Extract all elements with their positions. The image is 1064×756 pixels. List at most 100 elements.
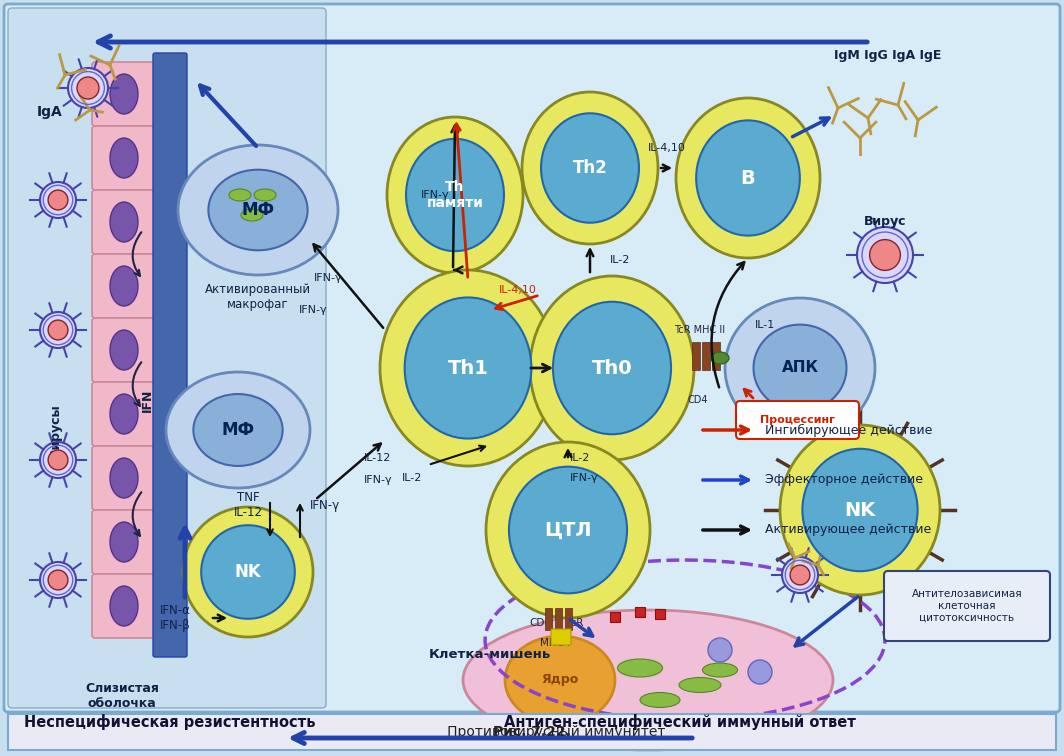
Text: NK: NK (235, 563, 262, 581)
FancyBboxPatch shape (692, 342, 700, 370)
Circle shape (40, 312, 76, 348)
Text: ЦТЛ: ЦТЛ (545, 520, 592, 540)
Ellipse shape (242, 209, 263, 221)
Ellipse shape (463, 610, 833, 750)
Text: B: B (741, 169, 755, 187)
Ellipse shape (711, 352, 729, 364)
Text: IFN-α
IFN-β: IFN-α IFN-β (160, 604, 190, 632)
Text: IgA: IgA (37, 105, 63, 119)
Ellipse shape (404, 297, 531, 438)
FancyBboxPatch shape (92, 382, 156, 446)
Ellipse shape (780, 425, 940, 595)
Text: IFN-γ: IFN-γ (364, 475, 393, 485)
FancyBboxPatch shape (712, 342, 720, 370)
Ellipse shape (753, 324, 847, 411)
FancyBboxPatch shape (92, 510, 156, 574)
Text: IL-4,10: IL-4,10 (648, 143, 686, 153)
Text: Вирусы: Вирусы (49, 403, 62, 457)
FancyBboxPatch shape (92, 446, 156, 510)
FancyBboxPatch shape (153, 53, 187, 657)
Ellipse shape (110, 330, 138, 370)
FancyBboxPatch shape (551, 629, 571, 645)
Ellipse shape (110, 522, 138, 562)
Ellipse shape (802, 449, 917, 572)
FancyBboxPatch shape (4, 4, 1060, 712)
Ellipse shape (387, 117, 523, 273)
Circle shape (77, 77, 99, 99)
FancyBboxPatch shape (736, 401, 859, 439)
FancyBboxPatch shape (545, 608, 552, 630)
Circle shape (782, 557, 818, 593)
Text: Рис. 7.22.: Рис. 7.22. (493, 725, 571, 739)
Circle shape (708, 638, 732, 662)
Ellipse shape (110, 138, 138, 178)
Circle shape (48, 320, 68, 340)
Circle shape (791, 565, 810, 585)
Circle shape (40, 562, 76, 598)
Ellipse shape (194, 394, 283, 466)
FancyBboxPatch shape (92, 318, 156, 382)
Text: IL-2: IL-2 (570, 453, 591, 463)
Text: IFN-γ: IFN-γ (421, 190, 450, 200)
Text: Активирующее действие: Активирующее действие (765, 523, 931, 537)
Ellipse shape (110, 394, 138, 434)
Ellipse shape (509, 466, 627, 593)
Text: TcR MHC II: TcR MHC II (675, 325, 726, 335)
FancyBboxPatch shape (9, 714, 1055, 750)
Ellipse shape (201, 525, 295, 619)
Text: IgM IgG IgA IgE: IgM IgG IgA IgE (834, 48, 942, 61)
Text: IL-1: IL-1 (755, 320, 776, 330)
Text: МФ: МФ (221, 421, 254, 439)
Text: Активированный
макрофаг: Активированный макрофаг (205, 283, 311, 311)
FancyBboxPatch shape (92, 254, 156, 318)
FancyBboxPatch shape (635, 607, 645, 617)
Text: Th
памяти: Th памяти (427, 180, 483, 210)
Text: Ингибирующее действие: Ингибирующее действие (765, 423, 932, 436)
Text: IL-2: IL-2 (610, 255, 630, 265)
Text: Th0: Th0 (592, 358, 632, 377)
Circle shape (48, 190, 68, 210)
Ellipse shape (702, 663, 737, 677)
Ellipse shape (110, 74, 138, 114)
Text: Эффекторное действие: Эффекторное действие (765, 473, 922, 487)
Ellipse shape (505, 636, 615, 724)
Ellipse shape (486, 442, 650, 618)
Text: TcR: TcR (566, 618, 584, 628)
FancyBboxPatch shape (92, 574, 156, 638)
Ellipse shape (110, 458, 138, 498)
Text: Ядро: Ядро (542, 674, 579, 686)
Circle shape (40, 442, 76, 478)
FancyBboxPatch shape (555, 608, 562, 630)
Text: Th1: Th1 (448, 358, 488, 377)
Ellipse shape (522, 92, 658, 244)
Text: Вирус: Вирус (864, 215, 907, 228)
Text: IL-4,10: IL-4,10 (499, 285, 537, 295)
Text: Антителозависимая
клеточная
цитотоксичность: Антителозависимая клеточная цитотоксично… (912, 590, 1023, 623)
Ellipse shape (110, 266, 138, 306)
Text: TNF
IL-12: TNF IL-12 (233, 491, 263, 519)
Text: АПК: АПК (781, 361, 818, 376)
FancyBboxPatch shape (655, 609, 665, 619)
Text: Противовирусный иммунитет: Противовирусный иммунитет (399, 725, 665, 739)
Circle shape (48, 570, 68, 590)
Ellipse shape (178, 145, 338, 275)
Ellipse shape (676, 98, 820, 258)
Text: IFN: IFN (140, 389, 153, 412)
Ellipse shape (725, 298, 875, 438)
Ellipse shape (541, 113, 639, 223)
Text: Неспецифическая резистентность: Неспецифическая резистентность (24, 714, 316, 730)
Ellipse shape (229, 189, 251, 201)
Text: CD8: CD8 (529, 618, 551, 628)
Ellipse shape (641, 692, 680, 708)
Text: Th2: Th2 (572, 159, 608, 177)
Circle shape (857, 227, 913, 283)
FancyBboxPatch shape (92, 190, 156, 254)
Text: Слизистая
оболочка: Слизистая оболочка (85, 682, 159, 710)
Text: IFN-γ: IFN-γ (299, 305, 328, 315)
Ellipse shape (553, 302, 671, 434)
Ellipse shape (209, 169, 307, 250)
Ellipse shape (166, 372, 310, 488)
Text: IFN-γ: IFN-γ (314, 273, 343, 283)
Ellipse shape (679, 677, 721, 692)
FancyBboxPatch shape (610, 612, 620, 622)
